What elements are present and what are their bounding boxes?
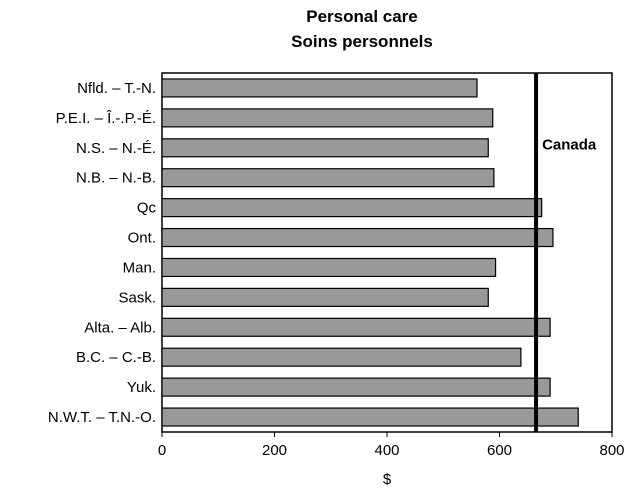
category-label-4: Qc bbox=[137, 200, 157, 217]
category-label-1: P.E.I. – Î.-.P.-É. bbox=[56, 110, 156, 127]
bar-5 bbox=[161, 227, 554, 248]
category-label-11: N.W.T. – T.N.-O. bbox=[48, 409, 156, 426]
category-label-6: Man. bbox=[123, 259, 156, 276]
category-label-0: Nfld. – T.-N. bbox=[77, 80, 156, 97]
bar-0 bbox=[161, 78, 478, 98]
category-label-2: N.S. – N.-É. bbox=[76, 140, 156, 157]
bar-3 bbox=[161, 168, 495, 188]
x-tick-label-0: 0 bbox=[158, 442, 166, 459]
bar-8 bbox=[161, 317, 551, 337]
bar-9 bbox=[161, 347, 522, 367]
bars-group bbox=[161, 78, 579, 427]
chart-subtitle: Soins personnels bbox=[291, 32, 433, 51]
category-label-10: Yuk. bbox=[127, 379, 156, 396]
canada-reference-label: Canada bbox=[542, 136, 597, 153]
x-tick-label-4: 800 bbox=[599, 442, 624, 459]
x-tick-label-3: 600 bbox=[487, 442, 512, 459]
bar-4 bbox=[161, 198, 543, 218]
category-label-8: Alta. – Alb. bbox=[84, 319, 156, 336]
bar-1 bbox=[161, 108, 494, 128]
category-label-7: Sask. bbox=[118, 289, 156, 306]
category-label-5: Ont. bbox=[128, 230, 156, 247]
bar-2 bbox=[161, 138, 489, 158]
bar-11 bbox=[161, 407, 579, 427]
category-label-9: B.C. – C.-B. bbox=[76, 349, 156, 366]
x-tick-label-1: 200 bbox=[262, 442, 287, 459]
x-axis-label: $ bbox=[383, 471, 392, 488]
category-label-3: N.B. – N.-B. bbox=[76, 170, 156, 187]
x-ticks: 0 200 400 600 800 bbox=[158, 432, 625, 459]
bar-7 bbox=[161, 287, 489, 307]
category-labels: Nfld. – T.-N. P.E.I. – Î.-.P.-É. N.S. – N.… bbox=[48, 80, 157, 426]
x-tick-label-2: 400 bbox=[374, 442, 399, 459]
chart-title: Personal care bbox=[306, 7, 418, 26]
bar-10 bbox=[161, 377, 551, 397]
bar-6 bbox=[161, 257, 497, 278]
